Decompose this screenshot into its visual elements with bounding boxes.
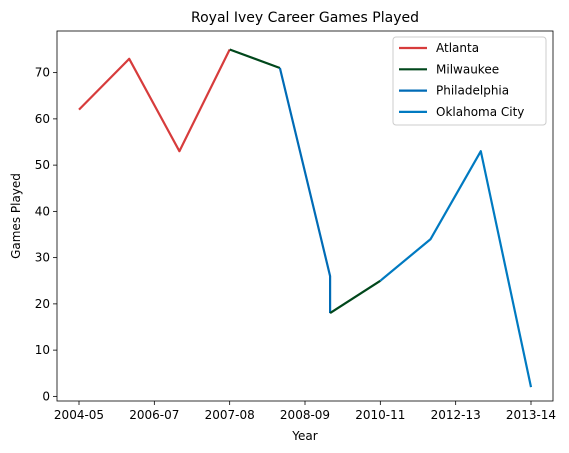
series-lines — [78, 48, 533, 388]
x-tick-label: 2006-07 — [129, 408, 179, 422]
series-line-milwaukee — [229, 48, 281, 70]
legend-label: Oklahoma City — [436, 105, 524, 119]
legend-label: Milwaukee — [436, 62, 499, 76]
legend: Atlanta Milwaukee Philadelphia Oklahoma Cit… — [392, 36, 547, 126]
y-tick-label: 50 — [35, 158, 50, 172]
y-tick-label: 70 — [35, 66, 50, 80]
y-tick-label: 20 — [35, 297, 50, 311]
legend-label: Philadelphia — [436, 84, 509, 98]
x-tick-label: 2004-05 — [54, 408, 104, 422]
x-axis: 2004-05 2006-07 2007-08 2008-09 2010-11 2012-… — [54, 401, 556, 422]
series-line-atlanta — [78, 49, 231, 153]
x-tick-label: 2013-14 — [506, 408, 556, 422]
x-axis-label: Year — [291, 429, 317, 443]
series-line-oklahoma-city — [379, 150, 533, 388]
chart-title: Royal Ivey Career Games Played — [191, 10, 419, 26]
y-tick-label: 40 — [35, 204, 50, 218]
y-tick-label: 0 — [42, 389, 50, 403]
y-tick-label: 30 — [35, 251, 50, 265]
series-line-philadelphia — [278, 67, 332, 314]
legend-box — [392, 36, 547, 126]
y-axis: 0 10 20 30 40 50 60 70 — [35, 66, 57, 403]
y-tick-label: 10 — [35, 343, 50, 357]
series-line-milwaukee — [329, 279, 381, 315]
x-tick-label: 2007-08 — [205, 408, 255, 422]
x-tick-label: 2012-13 — [431, 408, 481, 422]
x-tick-label: 2010-11 — [355, 408, 405, 422]
y-tick-label: 60 — [35, 112, 50, 126]
x-tick-label: 2008-09 — [280, 408, 330, 422]
legend-label: Atlanta — [436, 41, 479, 55]
y-axis-label: Games Played — [9, 173, 23, 259]
